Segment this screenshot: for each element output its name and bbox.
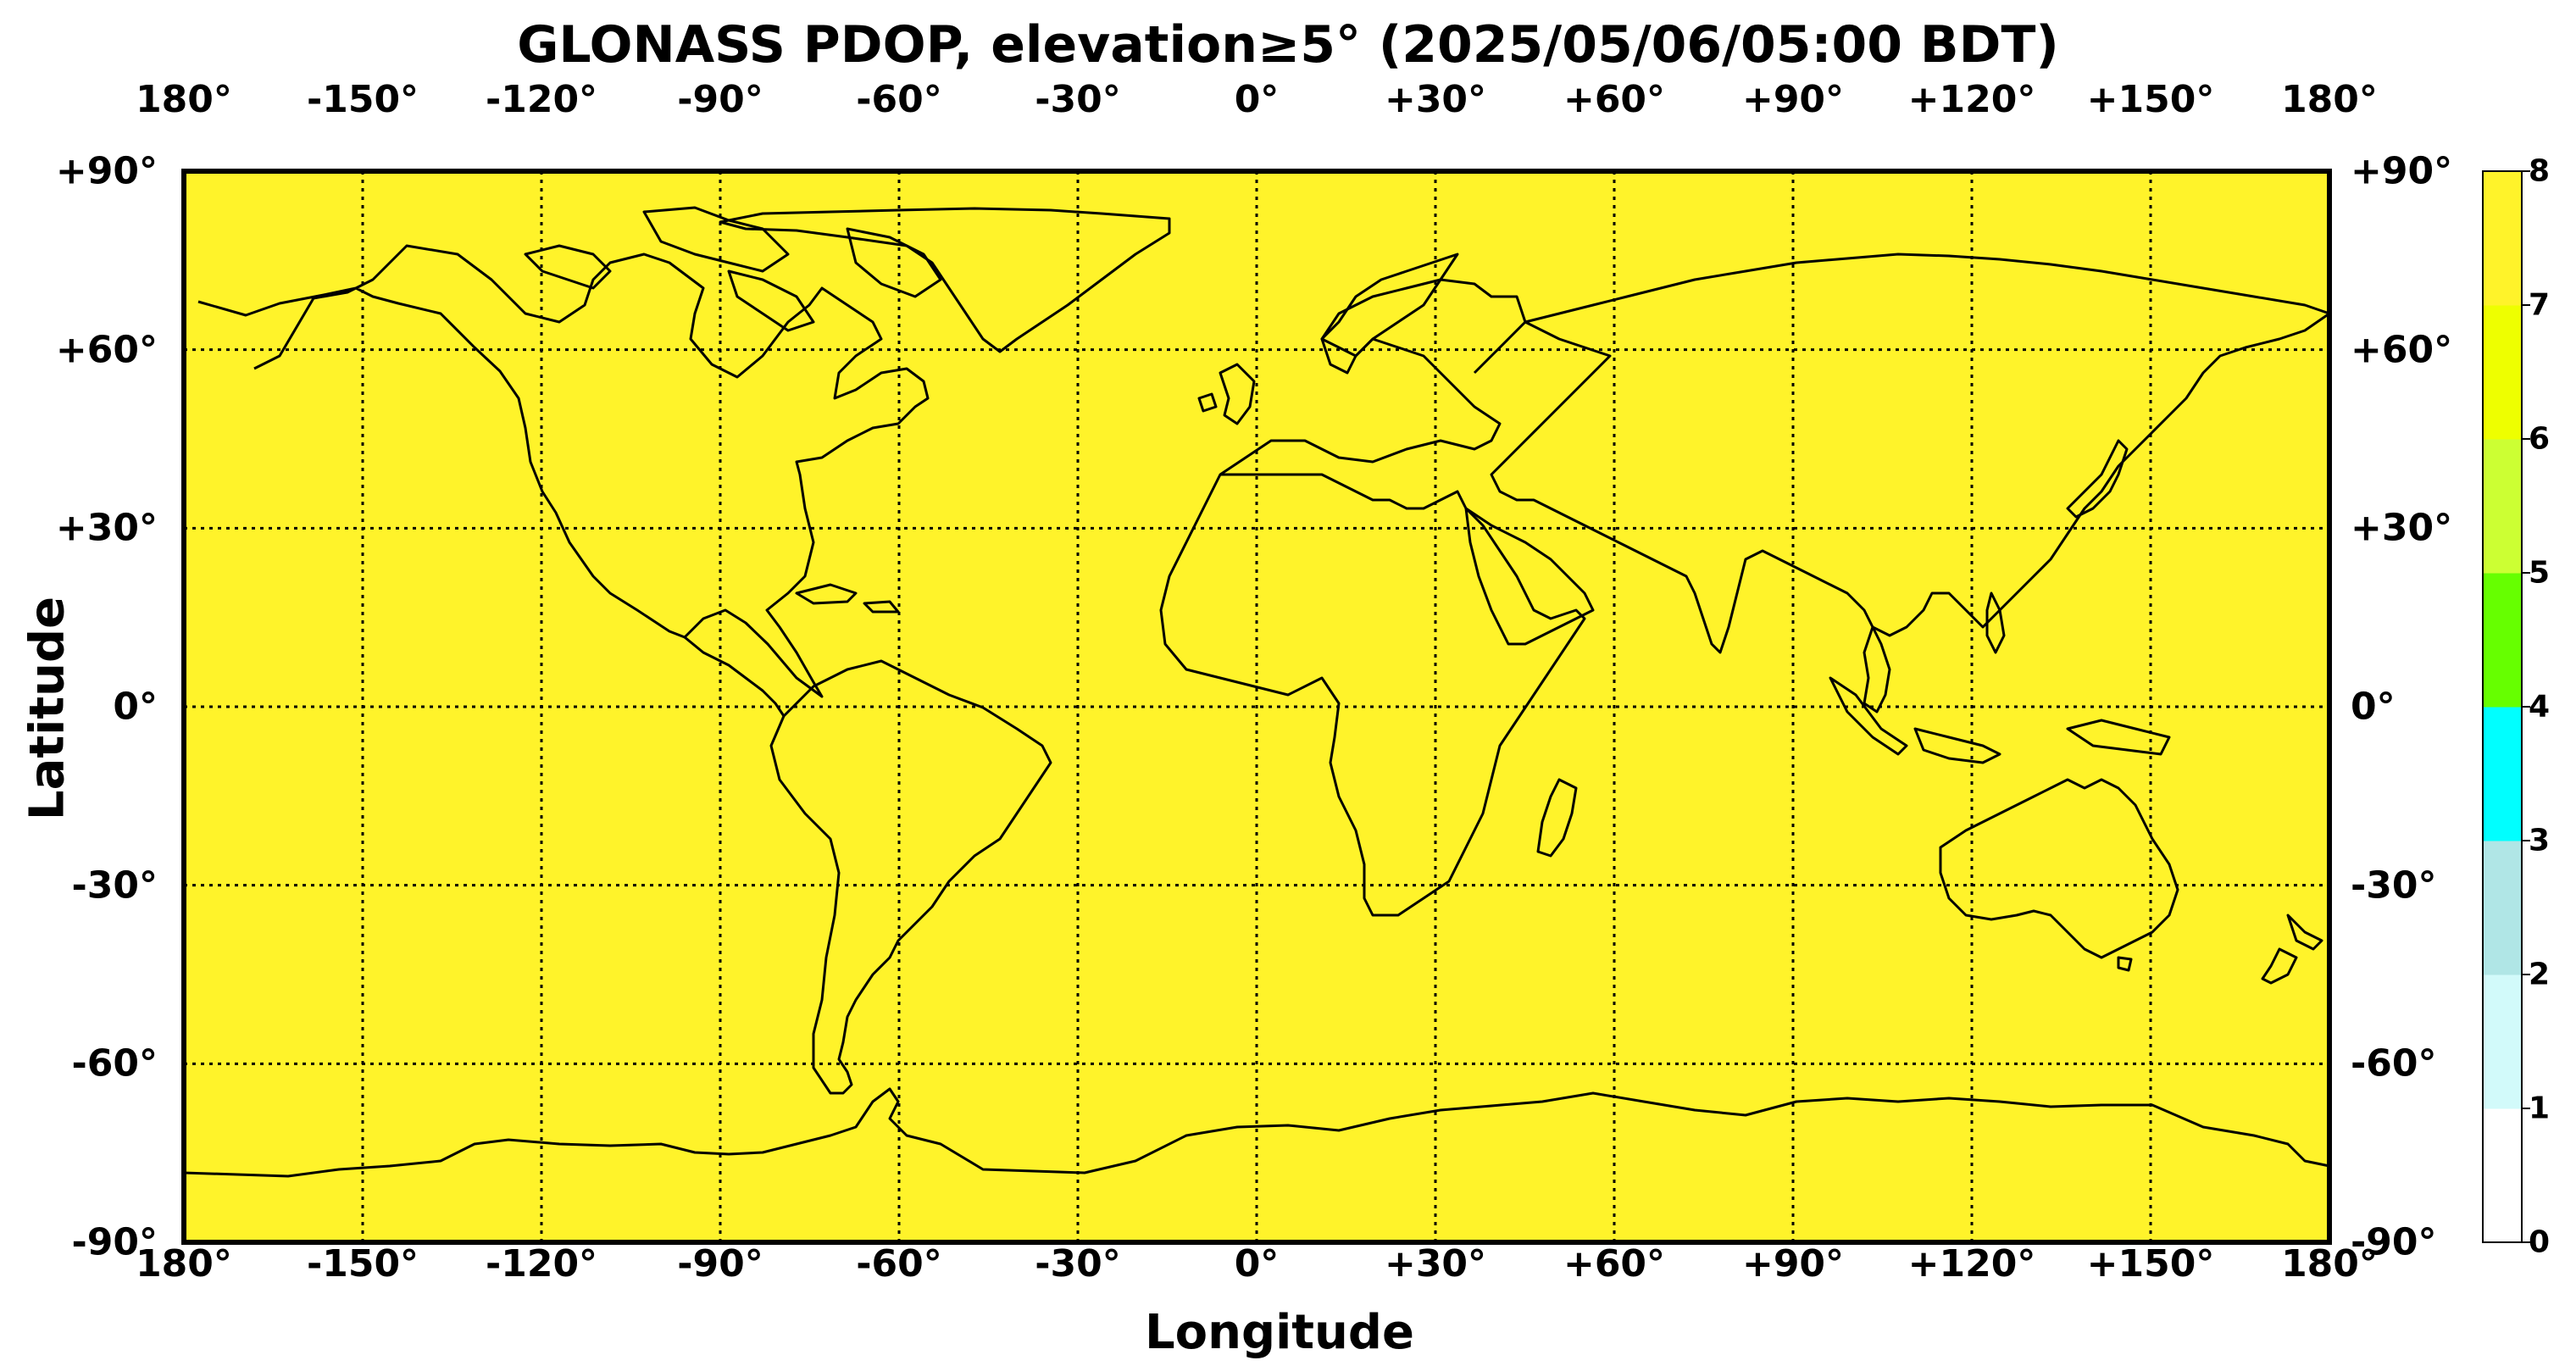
chart-title: GLONASS PDOP, elevation≥5° (2025/05/06/0… xyxy=(517,15,2059,75)
colorbar-segment xyxy=(2483,573,2522,708)
longitude-tick-label-top: -60° xyxy=(856,78,942,121)
latitude-tick-label-left: +60° xyxy=(55,328,158,372)
latitude-tick-label-right: +90° xyxy=(2351,149,2453,193)
colorbar-tick-label: 8 xyxy=(2529,153,2551,189)
coastline-southeast-asia xyxy=(1829,625,2001,764)
coastline-new-zealand xyxy=(2261,913,2323,985)
coastline-arabia xyxy=(1464,507,1595,646)
coastline-antarctica xyxy=(183,1087,2330,1178)
colorbar-tick-label: 2 xyxy=(2529,957,2551,992)
coastline-arctic-islands xyxy=(524,206,942,332)
coastline-europe xyxy=(1219,278,1527,476)
coastline-central-america xyxy=(684,636,786,717)
latitude-tick-label-left: -60° xyxy=(71,1041,158,1086)
longitude-tick-label-bottom: -60° xyxy=(856,1242,942,1285)
longitude-tick-label-bottom: 0° xyxy=(1234,1242,1280,1285)
longitude-tick-label-bottom: +120° xyxy=(1907,1242,2036,1285)
colorbar xyxy=(2483,170,2530,1243)
longitude-tick-label-bottom: +90° xyxy=(1741,1242,1845,1285)
latitude-tick-label-left: +90° xyxy=(55,149,158,193)
colorbar-segment xyxy=(2483,1108,2522,1243)
coastline-asia xyxy=(1490,253,2331,654)
colorbar-tick-label: 7 xyxy=(2529,287,2551,323)
coastline-africa xyxy=(1159,473,1586,917)
longitude-tick-label-top: -30° xyxy=(1035,78,1121,121)
longitude-tick-label-top: +30° xyxy=(1384,78,1487,121)
coastline-tasmania xyxy=(2117,956,2133,972)
graticule xyxy=(184,171,2329,1242)
latitude-tick-label-right: +30° xyxy=(2351,506,2453,550)
latitude-tick-label-right: -60° xyxy=(2351,1041,2437,1086)
colorbar-segment xyxy=(2483,975,2522,1109)
map-frame xyxy=(181,169,2332,1245)
coastline-madagascar xyxy=(1536,778,1578,858)
colorbar-segment xyxy=(2483,707,2522,841)
longitude-tick-label-top: -90° xyxy=(677,78,763,121)
coastlines xyxy=(183,206,2331,1178)
longitude-tick-label-bottom: +150° xyxy=(2086,1242,2215,1285)
longitude-tick-label-top: +120° xyxy=(1907,78,2036,121)
latitude-tick-label-right: +60° xyxy=(2351,328,2453,372)
longitude-tick-label-bottom: -30° xyxy=(1035,1242,1121,1285)
latitude-tick-label-right: 0° xyxy=(2351,685,2396,729)
latitude-tick-label-right: -90° xyxy=(2351,1220,2437,1264)
longitude-tick-label-top: -120° xyxy=(485,78,598,121)
longitude-tick-label-bottom: -120° xyxy=(485,1242,598,1285)
colorbar-segment xyxy=(2483,171,2522,306)
latitude-tick-label-left: -90° xyxy=(71,1220,158,1264)
colorbar-tick-label: 6 xyxy=(2529,421,2551,457)
coastline-japan xyxy=(2066,439,2129,519)
colorbar-tick-label: 5 xyxy=(2529,555,2551,591)
longitude-tick-label-bottom: 180° xyxy=(136,1242,232,1285)
longitude-tick-label-top: +60° xyxy=(1563,78,1666,121)
colorbar-tick-label: 1 xyxy=(2529,1091,2551,1126)
longitude-tick-label-top: 180° xyxy=(136,78,232,121)
latitude-tick-label-left: -30° xyxy=(71,863,158,908)
longitude-tick-label-bottom: -90° xyxy=(677,1242,763,1285)
coastline-scandinavia xyxy=(1320,253,1459,358)
coastline-new-guinea xyxy=(2066,719,2171,756)
colorbar-segment xyxy=(2483,305,2522,440)
longitude-tick-label-top: +90° xyxy=(1741,78,1845,121)
longitude-tick-label-bottom: +60° xyxy=(1563,1242,1666,1285)
coastline-south-america xyxy=(769,659,1052,1095)
coastline-uk xyxy=(1197,363,1256,425)
colorbar-tick-label: 3 xyxy=(2529,823,2551,858)
latitude-tick-label-left: +30° xyxy=(55,506,158,550)
coastline-australia xyxy=(1939,778,2179,959)
colorbar-tick-label: 4 xyxy=(2529,689,2551,725)
longitude-tick-label-bottom: +30° xyxy=(1384,1242,1487,1285)
colorbar-frame xyxy=(2482,170,2523,1243)
latitude-tick-label-left: 0° xyxy=(113,685,158,729)
longitude-tick-label-top: +150° xyxy=(2086,78,2215,121)
colorbar-segment xyxy=(2483,439,2522,574)
coastline-caribbean xyxy=(795,583,900,614)
coastline-philippines xyxy=(1985,591,2006,654)
longitude-tick-label-top: 180° xyxy=(2281,78,2378,121)
latitude-tick-label-right: -30° xyxy=(2351,863,2437,908)
longitude-tick-label-bottom: -150° xyxy=(306,1242,419,1285)
longitude-tick-label-bottom: 180° xyxy=(2281,1242,2378,1285)
x-axis-label: Longitude xyxy=(1144,1305,1414,1360)
longitude-tick-label-top: 0° xyxy=(1234,78,1280,121)
longitude-tick-label-top: -150° xyxy=(306,78,419,121)
coastline-north-america xyxy=(197,244,930,698)
coastline-greenland xyxy=(719,207,1171,353)
colorbar-segment xyxy=(2483,841,2522,975)
colorbar-tick-label: 0 xyxy=(2529,1224,2551,1260)
